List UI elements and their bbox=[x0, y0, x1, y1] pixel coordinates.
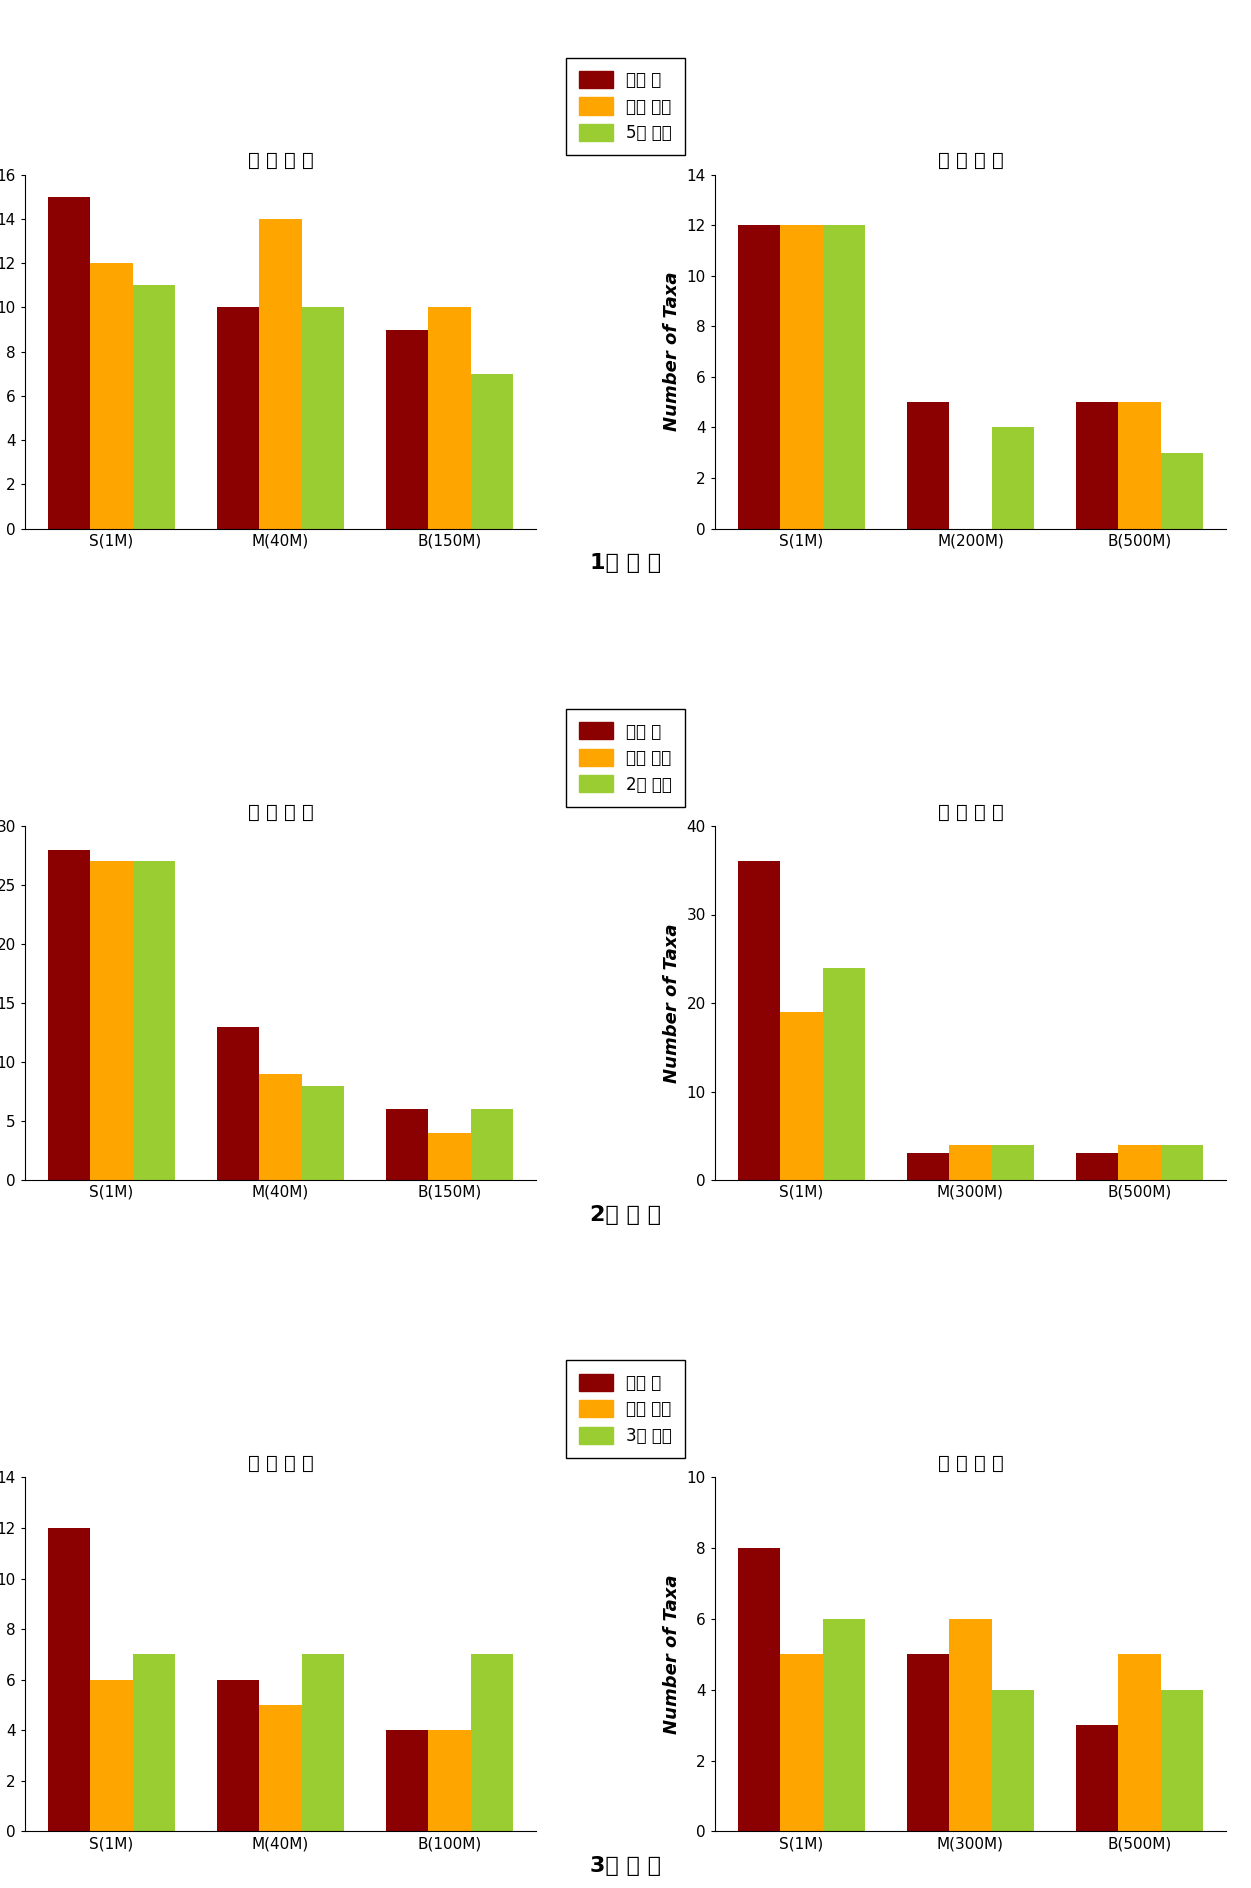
Bar bbox=[1076, 402, 1118, 529]
Bar bbox=[387, 1110, 428, 1180]
Bar bbox=[133, 1654, 175, 1831]
Bar bbox=[781, 1012, 823, 1180]
Bar bbox=[1161, 453, 1202, 529]
Bar bbox=[90, 861, 133, 1180]
Bar bbox=[470, 1110, 513, 1180]
Bar bbox=[301, 1086, 344, 1180]
Bar bbox=[259, 219, 301, 529]
Bar bbox=[950, 1144, 992, 1180]
Bar bbox=[218, 1680, 259, 1831]
Text: 3싰 조 사: 3싰 조 사 bbox=[590, 1856, 661, 1877]
Legend: 투입 전, 투입 직후, 5시 간후: 투입 전, 투입 직후, 5시 간후 bbox=[565, 59, 686, 155]
Bar bbox=[49, 196, 90, 529]
Title: 심 층 투 입: 심 층 투 입 bbox=[937, 151, 1003, 170]
Bar bbox=[218, 308, 259, 529]
Bar bbox=[1161, 1144, 1202, 1180]
Title: 표 층 투 입: 표 층 투 입 bbox=[248, 802, 314, 821]
Legend: 투입 전, 투입 직후, 3시 간후: 투입 전, 투입 직후, 3시 간후 bbox=[565, 1361, 686, 1458]
Bar bbox=[428, 308, 470, 529]
Y-axis label: Number of Taxa: Number of Taxa bbox=[663, 1575, 681, 1733]
Bar bbox=[738, 1548, 781, 1831]
Text: 1싰 조 사: 1싰 조 사 bbox=[590, 553, 661, 574]
Title: 표 층 투 입: 표 층 투 입 bbox=[248, 1454, 314, 1473]
Bar bbox=[992, 1690, 1033, 1831]
Bar bbox=[738, 225, 781, 529]
Bar bbox=[49, 1527, 90, 1831]
Bar bbox=[950, 1618, 992, 1831]
Bar bbox=[781, 225, 823, 529]
Bar bbox=[823, 225, 864, 529]
Bar bbox=[992, 427, 1033, 529]
Bar bbox=[823, 967, 864, 1180]
Bar bbox=[1076, 1726, 1118, 1831]
Bar bbox=[387, 330, 428, 529]
Bar bbox=[1118, 1144, 1161, 1180]
Bar bbox=[49, 850, 90, 1180]
Bar bbox=[90, 1680, 133, 1831]
Bar bbox=[218, 1027, 259, 1180]
Bar bbox=[907, 1154, 950, 1180]
Bar bbox=[992, 1144, 1033, 1180]
Bar bbox=[470, 1654, 513, 1831]
Bar bbox=[133, 861, 175, 1180]
Bar bbox=[259, 1705, 301, 1831]
Bar bbox=[907, 1654, 950, 1831]
Bar bbox=[781, 1654, 823, 1831]
Bar bbox=[738, 861, 781, 1180]
Bar bbox=[1076, 1154, 1118, 1180]
Bar bbox=[1118, 1654, 1161, 1831]
Bar bbox=[470, 374, 513, 529]
Bar bbox=[259, 1074, 301, 1180]
Bar bbox=[428, 1729, 470, 1831]
Bar bbox=[428, 1133, 470, 1180]
Y-axis label: Number of Taxa: Number of Taxa bbox=[663, 272, 681, 430]
Bar bbox=[301, 1654, 344, 1831]
Text: 2싰 조 사: 2싰 조 사 bbox=[590, 1205, 661, 1225]
Legend: 투입 전, 투입 직후, 2시 간후: 투입 전, 투입 직후, 2시 간후 bbox=[565, 710, 686, 806]
Bar bbox=[907, 402, 950, 529]
Bar bbox=[90, 262, 133, 529]
Bar bbox=[387, 1729, 428, 1831]
Bar bbox=[1161, 1690, 1202, 1831]
Bar bbox=[133, 285, 175, 529]
Bar bbox=[301, 308, 344, 529]
Title: 심 층 투 입: 심 층 투 입 bbox=[937, 1454, 1003, 1473]
Title: 심 층 투 입: 심 층 투 입 bbox=[937, 802, 1003, 821]
Bar bbox=[1118, 402, 1161, 529]
Bar bbox=[823, 1618, 864, 1831]
Title: 표 층 투 입: 표 층 투 입 bbox=[248, 151, 314, 170]
Y-axis label: Number of Taxa: Number of Taxa bbox=[663, 923, 681, 1082]
